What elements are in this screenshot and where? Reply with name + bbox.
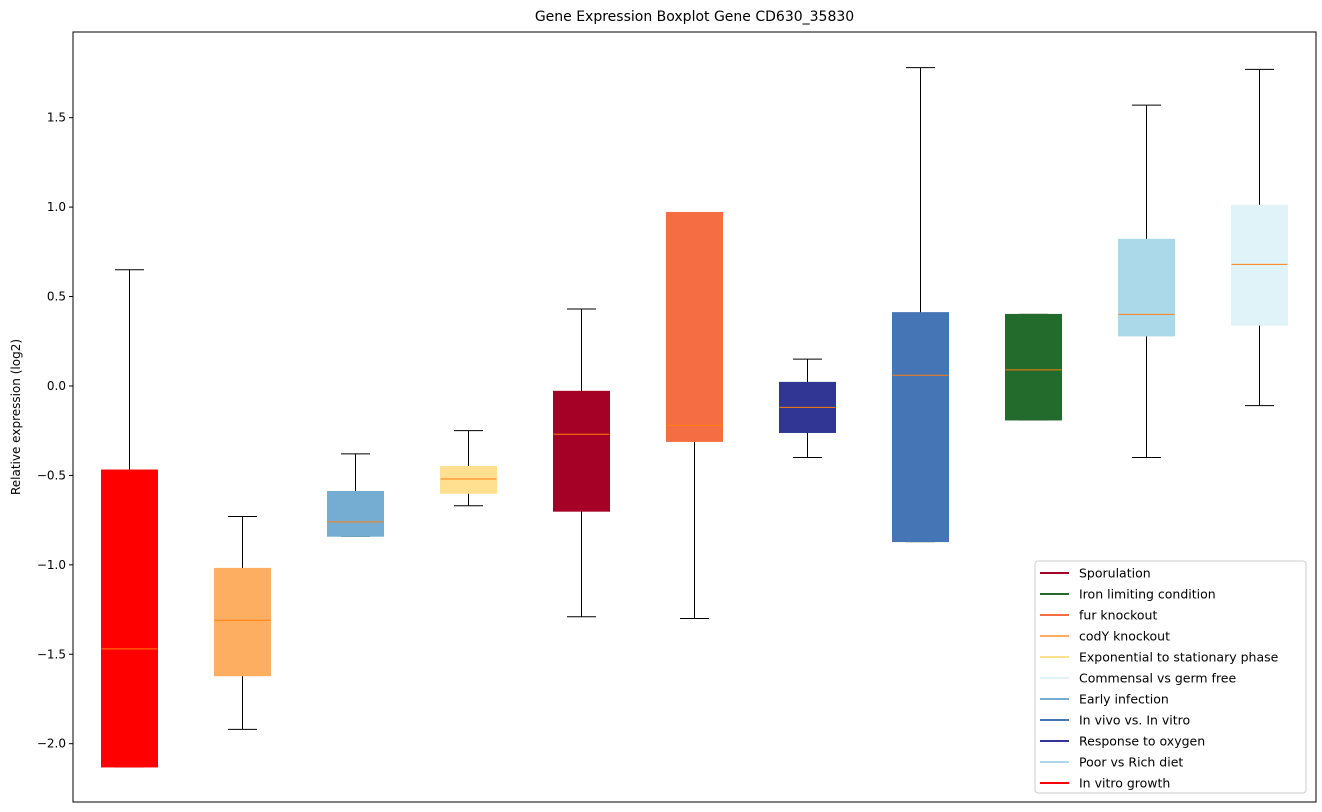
legend-label: Early infection: [1079, 692, 1169, 707]
y-tick-label: −1.5: [37, 647, 66, 661]
legend-label: Iron limiting condition: [1079, 587, 1216, 602]
legend-label: Sporulation: [1079, 566, 1151, 581]
y-tick-label: −0.5: [37, 468, 66, 482]
legend-label: Poor vs Rich diet: [1079, 755, 1183, 770]
box-iron-limiting-condition: [1005, 313, 1062, 421]
legend-label: Commensal vs germ free: [1079, 671, 1236, 686]
box-in-vitro-growth: [101, 469, 158, 768]
box-in-vivo-vs-in-vitro: [892, 312, 949, 543]
y-tick-label: 0.5: [47, 290, 66, 304]
box-exponential-to-stationary-phase: [440, 465, 497, 494]
y-tick-label: −1.0: [37, 558, 66, 572]
legend-label: Response to oxygen: [1079, 734, 1205, 749]
legend-box: [1034, 560, 1307, 794]
y-tick-label: −2.0: [37, 737, 66, 751]
legend-label: In vivo vs. In vitro: [1079, 713, 1190, 728]
plot-frame: [72, 31, 1317, 803]
box-cody-knockout: [214, 567, 271, 677]
box-commensal-vs-germ-free: [1231, 204, 1288, 326]
legend-label: fur knockout: [1079, 608, 1157, 623]
box-early-infection: [327, 490, 384, 537]
box-sporulation: [553, 390, 610, 512]
box-fur-knockout: [666, 211, 723, 442]
legend-label: In vitro growth: [1079, 776, 1170, 791]
chart-title: Gene Expression Boxplot Gene CD630_35830: [534, 9, 855, 25]
legend-label: codY knockout: [1079, 629, 1170, 644]
y-tick-label: 0.0: [47, 379, 66, 393]
box-poor-vs-rich-diet: [1118, 238, 1175, 337]
y-tick-label: 1.0: [47, 200, 66, 214]
y-tick-label: 1.5: [47, 111, 66, 125]
legend-label: Exponential to stationary phase: [1079, 650, 1279, 665]
